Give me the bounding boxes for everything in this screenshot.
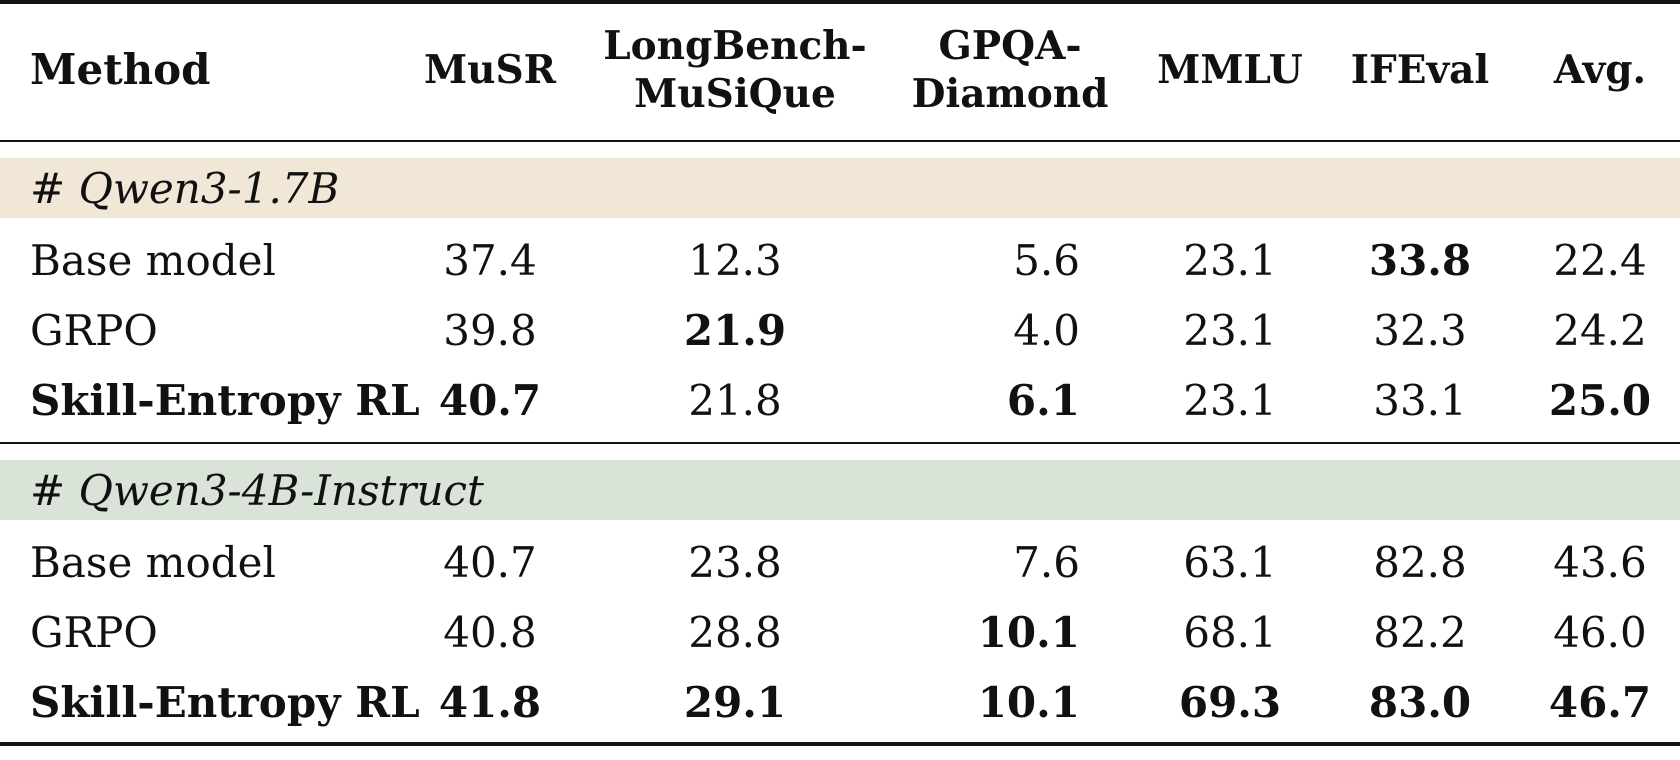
header-rule	[0, 140, 1680, 142]
header-musr: MuSR	[423, 47, 557, 93]
cell-mmlu: 23.1	[1183, 375, 1277, 425]
cell-gpqa: 6.1	[1006, 375, 1080, 425]
header-longbench: LongBench- MuSiQue	[600, 10, 870, 130]
cell-avg: 46.0	[1553, 607, 1647, 657]
cell-longbench: 12.3	[688, 235, 782, 285]
table-row: Skill-Entropy RL 40.7 21.8 6.1 23.1 33.1…	[0, 365, 1680, 435]
bottom-rule	[0, 742, 1680, 746]
group-label: # Qwen3-1.7B	[30, 163, 340, 213]
table-row: Base model 37.4 12.3 5.6 23.1 33.8 22.4	[0, 225, 1680, 295]
table-row: GRPO 39.8 21.9 4.0 23.1 32.3 24.2	[0, 295, 1680, 365]
cell-mmlu: 23.1	[1183, 235, 1277, 285]
table-row: GRPO 40.8 28.8 10.1 68.1 82.2 46.0	[0, 597, 1680, 667]
group-rule	[0, 442, 1680, 444]
cell-avg: 22.4	[1553, 235, 1647, 285]
cell-musr: 40.7	[438, 375, 542, 425]
cell-gpqa: 10.1	[977, 677, 1080, 727]
row-method: Skill-Entropy RL	[30, 375, 420, 425]
cell-longbench: 21.9	[683, 305, 787, 355]
group-header-qwen3-1-7b: # Qwen3-1.7B	[0, 158, 1680, 218]
table-row: Skill-Entropy RL 41.8 29.1 10.1 69.3 83.…	[0, 667, 1680, 737]
cell-musr: 41.8	[438, 677, 542, 727]
group-header-qwen3-4b-instruct: # Qwen3-4B-Instruct	[0, 460, 1680, 520]
row-method: GRPO	[30, 607, 158, 657]
cell-gpqa: 10.1	[977, 607, 1080, 657]
header-ifeval: IFEval	[1350, 47, 1490, 93]
cell-mmlu: 68.1	[1183, 607, 1277, 657]
cell-ifeval: 83.0	[1368, 677, 1472, 727]
header-longbench-line1: LongBench-	[603, 23, 867, 69]
row-method: Base model	[30, 537, 276, 587]
cell-gpqa: 7.6	[1013, 537, 1080, 587]
header-mmlu: MMLU	[1157, 47, 1303, 93]
cell-ifeval: 33.1	[1373, 375, 1467, 425]
cell-ifeval: 82.2	[1373, 607, 1467, 657]
cell-ifeval: 33.8	[1368, 235, 1472, 285]
cell-longbench: 21.8	[688, 375, 782, 425]
cell-avg: 43.6	[1553, 537, 1647, 587]
cell-longbench: 29.1	[683, 677, 787, 727]
cell-avg: 46.7	[1548, 677, 1652, 727]
cell-musr: 40.8	[443, 607, 537, 657]
header-method: Method	[30, 45, 211, 94]
table-row: Base model 40.7 23.8 7.6 63.1 82.8 43.6	[0, 527, 1680, 597]
header-gpqa-line1: GPQA-	[938, 23, 1082, 69]
group-label: # Qwen3-4B-Instruct	[30, 465, 484, 515]
cell-ifeval: 82.8	[1373, 537, 1467, 587]
cell-ifeval: 32.3	[1373, 305, 1467, 355]
header-avg: Avg.	[1553, 47, 1647, 93]
cell-avg: 25.0	[1548, 375, 1652, 425]
top-rule	[0, 0, 1680, 4]
cell-avg: 24.2	[1553, 305, 1647, 355]
row-method: Skill-Entropy RL	[30, 677, 420, 727]
cell-musr: 37.4	[443, 235, 537, 285]
cell-mmlu: 23.1	[1183, 305, 1277, 355]
cell-longbench: 23.8	[688, 537, 782, 587]
cell-gpqa: 5.6	[1013, 235, 1080, 285]
header-gpqa: GPQA- Diamond	[895, 10, 1125, 130]
cell-mmlu: 63.1	[1183, 537, 1277, 587]
cell-musr: 40.7	[443, 537, 537, 587]
cell-musr: 39.8	[443, 305, 537, 355]
header-gpqa-line2: Diamond	[911, 71, 1109, 117]
header-row: Method MuSR LongBench- MuSiQue GPQA- Dia…	[0, 10, 1680, 130]
header-longbench-line2: MuSiQue	[634, 71, 836, 117]
cell-longbench: 28.8	[688, 607, 782, 657]
row-method: Base model	[30, 235, 276, 285]
cell-mmlu: 69.3	[1178, 677, 1282, 727]
cell-gpqa: 4.0	[1013, 305, 1080, 355]
row-method: GRPO	[30, 305, 158, 355]
